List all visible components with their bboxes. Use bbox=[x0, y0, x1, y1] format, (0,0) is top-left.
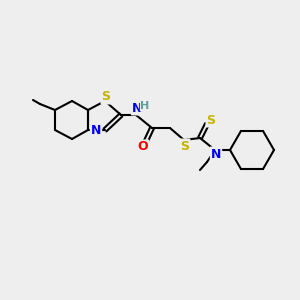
Text: N: N bbox=[91, 124, 101, 136]
Text: N: N bbox=[211, 148, 221, 160]
Text: H: H bbox=[140, 101, 150, 111]
Text: S: S bbox=[101, 91, 110, 103]
Text: S: S bbox=[206, 113, 215, 127]
Text: N: N bbox=[132, 101, 142, 115]
Text: S: S bbox=[181, 140, 190, 152]
Text: O: O bbox=[138, 140, 148, 154]
